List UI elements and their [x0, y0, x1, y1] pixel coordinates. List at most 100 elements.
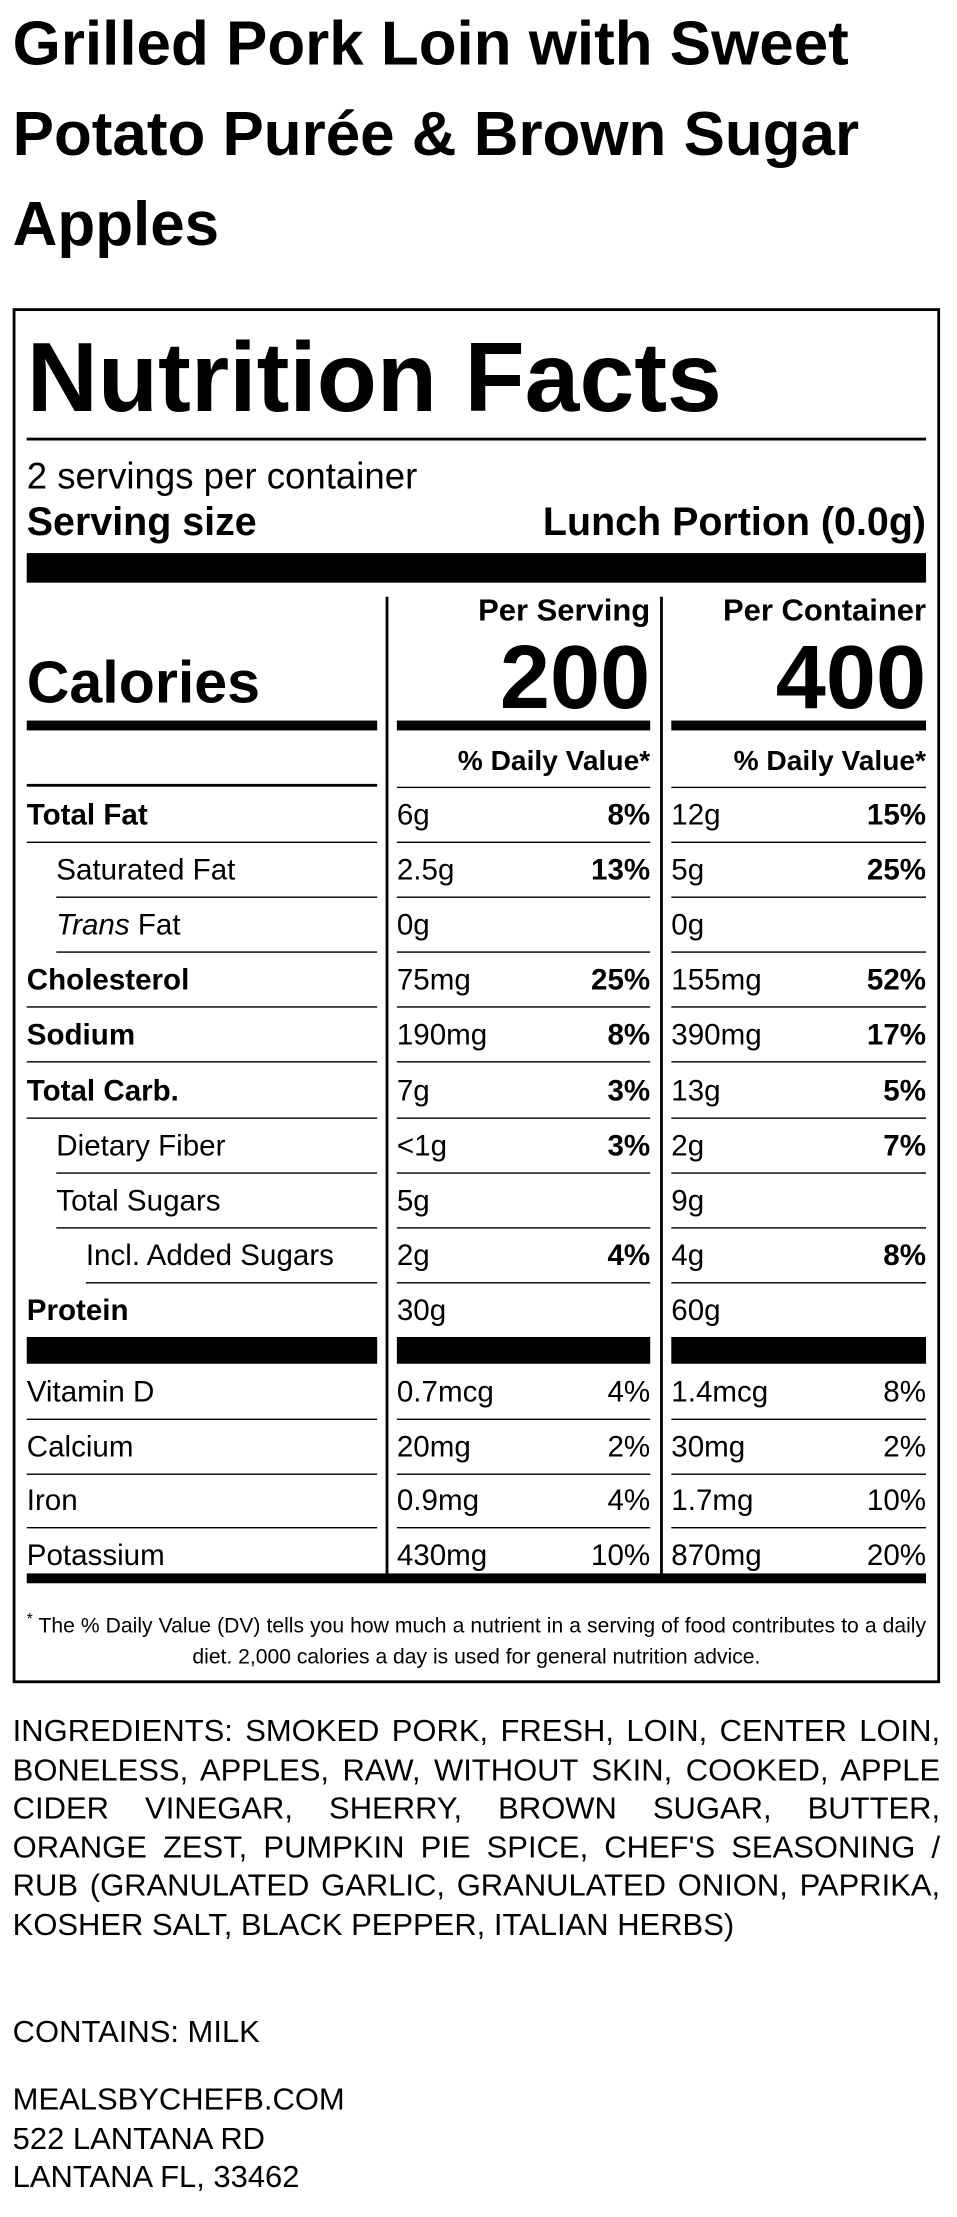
- nutrient-name: Calcium: [26, 1421, 378, 1475]
- daily-value: 8%: [607, 799, 651, 832]
- column-header: Per Container: [723, 592, 927, 628]
- daily-value: 3%: [607, 1074, 651, 1107]
- daily-value: 20%: [866, 1539, 927, 1572]
- name-italic: Trans: [56, 909, 130, 942]
- amount: 1.7mg: [671, 1485, 754, 1518]
- name: Dietary Fiber: [56, 1129, 226, 1162]
- value-cell: 60g: [671, 1285, 926, 1338]
- divider: [385, 596, 389, 1575]
- value-cell: <1g 3%: [396, 1120, 651, 1174]
- value-cell: 20mg 2%: [396, 1421, 651, 1475]
- value-cell: 0.9mg 4%: [396, 1475, 651, 1529]
- amount: 2g: [671, 1129, 705, 1162]
- name: Fat: [137, 909, 181, 942]
- value-cell: 2.5g 13%: [396, 845, 651, 899]
- bar: [396, 1336, 651, 1364]
- value-cell: 30g: [397, 1285, 650, 1338]
- nutrient-name: Total Carb.: [26, 1065, 378, 1119]
- amount: <1g: [396, 1129, 448, 1162]
- name: Saturated Fat: [56, 854, 236, 887]
- amount: 75mg: [396, 964, 471, 997]
- daily-value: 17%: [866, 1019, 927, 1052]
- nutrient-name: Incl. Added Sugars: [85, 1230, 378, 1284]
- daily-value: 3%: [607, 1129, 651, 1162]
- column-header: Per Serving: [478, 592, 651, 628]
- amount: 1.4mcg: [671, 1376, 769, 1409]
- daily-value: 52%: [866, 964, 927, 997]
- name: Total Sugars: [56, 1184, 221, 1217]
- amount: 390mg: [671, 1019, 762, 1052]
- value-cell: 6g 8%: [396, 790, 651, 844]
- daily-value: 4%: [607, 1239, 651, 1272]
- thick-bar: [26, 553, 927, 583]
- footnote-mark: *: [26, 1611, 33, 1629]
- amount: 0.9mg: [396, 1485, 480, 1518]
- calories-label: Calories: [26, 648, 261, 715]
- bar: [26, 720, 378, 731]
- address-line: 522 LANTANA RD: [12, 2120, 266, 2156]
- bar: [396, 720, 651, 731]
- amount: 155mg: [671, 964, 762, 997]
- name: Total Carb.: [26, 1074, 179, 1107]
- nutrient-name: Vitamin D: [26, 1367, 378, 1421]
- value-cell: 7g 3%: [396, 1065, 651, 1119]
- daily-value: 2%: [883, 1430, 927, 1464]
- nutrient-name: Total Sugars: [56, 1175, 378, 1229]
- contains: CONTAINS: MILK: [12, 2013, 260, 2050]
- daily-value: 10%: [866, 1485, 927, 1518]
- servings: 2 servings per container: [26, 454, 418, 497]
- name: Protein: [26, 1294, 129, 1327]
- amount: 0.7mcg: [396, 1376, 494, 1409]
- value-cell: 13g 5%: [671, 1065, 927, 1119]
- daily-value: 8%: [883, 1239, 927, 1272]
- name: Incl. Added Sugars: [85, 1239, 334, 1272]
- nutrient-name: Cholesterol: [26, 955, 378, 1009]
- daily-value: 25%: [591, 964, 651, 997]
- address: MEALSBYCHEFB.COM 522 LANTANA RD LANTANA FL…: [13, 2080, 940, 2196]
- dv-header: % Daily Value*: [396, 735, 651, 789]
- daily-value: 10%: [591, 1539, 651, 1572]
- name: Calcium: [26, 1430, 134, 1464]
- amount: 2g: [396, 1239, 430, 1272]
- amount: 30mg: [671, 1430, 746, 1464]
- amount: 430mg: [396, 1539, 488, 1572]
- title: Grilled Pork Loin with Sweet Potato Puré…: [12, 9, 860, 259]
- nutrient-name: Dietary Fiber: [56, 1120, 378, 1174]
- value-cell: 12g 15%: [671, 790, 927, 844]
- value-cell: 30mg 2%: [671, 1421, 927, 1475]
- amount: 12g: [671, 799, 721, 832]
- amount: 2.5g: [396, 854, 455, 887]
- daily-value: 15%: [866, 799, 927, 832]
- amount: 0g: [396, 909, 430, 942]
- daily-value: 2%: [607, 1430, 651, 1464]
- address-line: MEALSBYCHEFB.COM: [12, 2081, 345, 2117]
- rule: [26, 783, 378, 787]
- amount: 190mg: [396, 1019, 488, 1052]
- divider: [660, 596, 663, 1575]
- daily-value: 13%: [591, 854, 651, 887]
- name: Total Fat: [26, 799, 148, 832]
- daily-value: 4%: [607, 1485, 651, 1518]
- value-cell: 0.7mcg 4%: [396, 1367, 651, 1421]
- daily-value: 8%: [607, 1019, 651, 1052]
- serving-size-value: Lunch Portion (0.0g): [542, 499, 927, 544]
- address-line: LANTANA FL, 33462: [12, 2158, 300, 2195]
- value-cell: 0g: [671, 900, 927, 954]
- calories-value: 400: [775, 626, 927, 728]
- name: Cholesterol: [26, 964, 190, 997]
- nutrient-name: Total Fat: [26, 790, 378, 844]
- nutrient-name: Potassium: [27, 1530, 377, 1583]
- calories-value: 200: [499, 626, 651, 728]
- nutrient-name: Sodium: [26, 1010, 378, 1064]
- value-cell: 190mg 8%: [396, 1010, 651, 1064]
- nutrient-name: Protein: [27, 1285, 377, 1338]
- amount: 30g: [396, 1294, 447, 1327]
- nutrient-name: Saturated Fat: [56, 845, 378, 899]
- value-cell: 9g: [671, 1175, 927, 1229]
- daily-value: 5%: [883, 1074, 927, 1107]
- bar: [671, 720, 927, 731]
- bar: [26, 1336, 378, 1364]
- amount: 6g: [396, 799, 430, 832]
- value-cell: 2g 7%: [671, 1120, 927, 1174]
